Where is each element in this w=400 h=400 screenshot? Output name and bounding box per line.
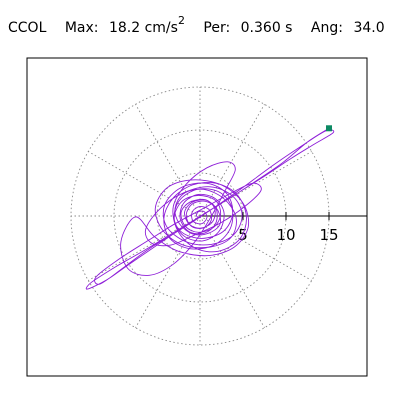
trace-line-0: [85, 127, 335, 290]
tick-label-10: 10: [276, 226, 295, 244]
max-unit: cm/s2: [144, 14, 185, 36]
tick-label-15: 15: [319, 226, 338, 244]
grid-spoke-60: [199, 104, 265, 217]
grid-spoke-240: [135, 215, 201, 328]
grid-spoke-150: [88, 151, 201, 217]
max-value: 18.2: [108, 19, 141, 36]
period-value: 0.360 s: [240, 19, 293, 36]
plot-frame: [26, 57, 368, 377]
period-label: Per:: [203, 19, 231, 36]
max-unit-base: cm/s: [144, 19, 178, 36]
grid-spoke-120: [135, 104, 201, 217]
tick-labels: 5 10 15: [238, 226, 338, 244]
angle-label: Ang:: [310, 19, 343, 36]
angle-value: 34.0: [353, 19, 385, 36]
station-code: CCOL: [8, 19, 47, 36]
grid-spoke-210: [88, 215, 201, 281]
grid-spoke-300: [199, 215, 265, 328]
markers: [326, 125, 332, 132]
max-label: Max:: [64, 19, 99, 36]
max-unit-exponent: 2: [177, 14, 185, 27]
start-marker: [326, 125, 332, 132]
axes: [200, 212, 367, 220]
chart-header: CCOL Max: 18.2 cm/s2 Per: 0.360 s Ang: 3…: [8, 14, 385, 36]
tick-label-5: 5: [238, 226, 248, 244]
motion-trace: [85, 127, 335, 290]
